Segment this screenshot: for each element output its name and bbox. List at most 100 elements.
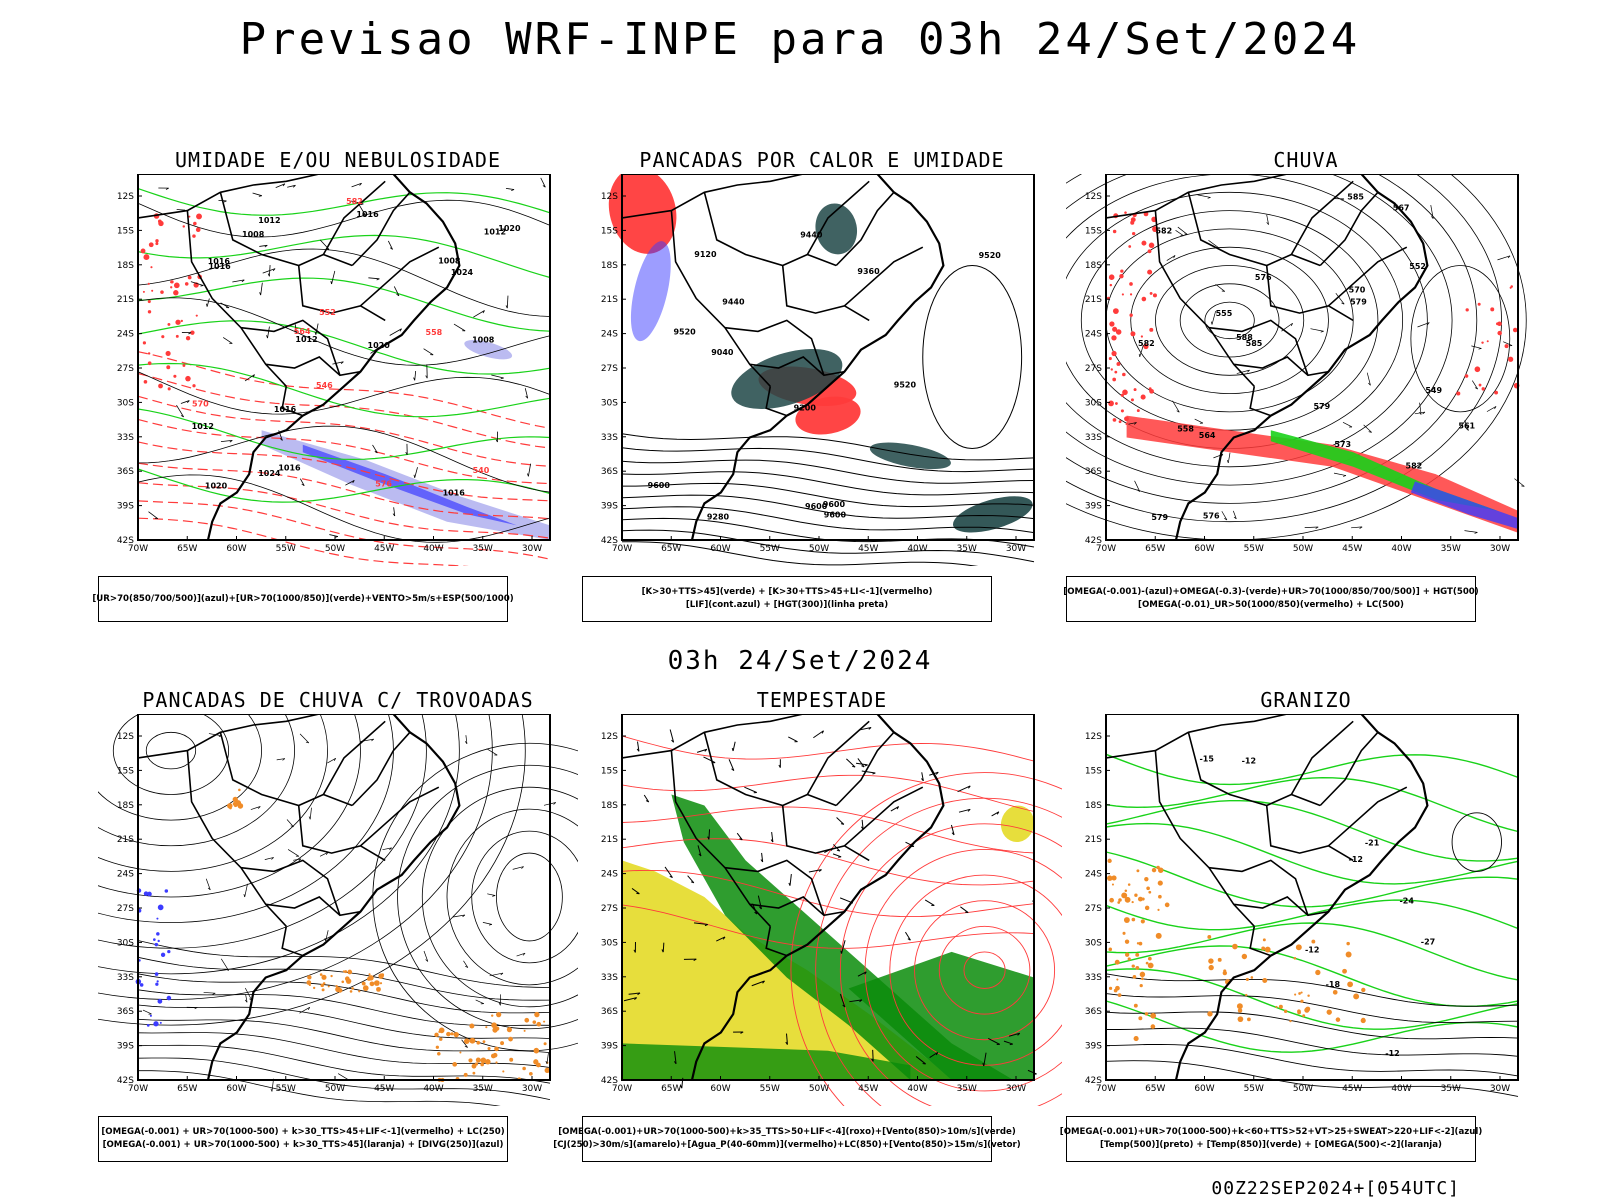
pressure-contour (137, 248, 551, 317)
omega-speck (1346, 941, 1350, 946)
wind-vector (991, 811, 1000, 817)
streamline (446, 808, 578, 986)
thunder-speck (330, 974, 333, 978)
wind-vector (637, 741, 640, 752)
border-line (1319, 731, 1379, 807)
wind-vector-head (186, 400, 190, 404)
stream-arrow-head (492, 895, 496, 897)
lon-label: 65W (661, 544, 681, 554)
omega-speck (1250, 976, 1254, 979)
red-speck (1496, 322, 1499, 326)
border-line (322, 720, 386, 795)
stream-arrow (309, 807, 312, 820)
thunder-speck (492, 1052, 498, 1058)
red-speck (1465, 308, 1469, 312)
streamline (137, 1044, 551, 1084)
wind-vector (696, 748, 708, 753)
temp850-contour (1105, 800, 1519, 862)
omega-speck (1247, 1017, 1251, 1022)
wind-vector-head (413, 377, 416, 381)
omega-speck (1139, 983, 1143, 988)
divergence-speck (154, 942, 159, 947)
stream-arrow-head (1320, 330, 1324, 333)
streamline (496, 852, 563, 942)
map-overlays (1105, 753, 1519, 1097)
border-line (765, 926, 788, 957)
thunder-speck (327, 985, 330, 988)
lon-label: 70W (612, 544, 632, 554)
wind-vector-head (704, 924, 708, 927)
red-speck (1108, 357, 1112, 361)
wind-vector-head (334, 536, 339, 538)
contour-label: 1020 (205, 481, 228, 490)
thunder-speck (450, 1032, 454, 1036)
contour-label: 582 (346, 197, 363, 206)
wind-vector-head (673, 1061, 677, 1065)
lon-label: 45W (374, 1084, 394, 1094)
wind-vector-head (868, 727, 872, 730)
wind-vector-head (634, 997, 637, 1000)
border-line (265, 896, 361, 917)
wind-vector-head (229, 440, 233, 443)
wind-vector-head (935, 1052, 939, 1056)
legend-box: [OMEGA(-0.001) + UR>70(1000-500) + k>30_… (98, 1116, 508, 1162)
red-speck (147, 299, 151, 304)
stream-arrow-head (465, 965, 469, 968)
legend-line-2: [OMEGA(-0.001) + UR>70(1000-500) + k>30_… (102, 1140, 504, 1150)
streamline (1410, 265, 1511, 413)
wind-vector (259, 244, 268, 247)
wind-vector-head (778, 764, 781, 768)
lat-label: 27S (601, 364, 618, 374)
red-speck (187, 275, 192, 280)
wind-vector (331, 270, 336, 285)
lon-label: 40W (423, 544, 443, 554)
wind-vector-head (165, 187, 169, 190)
wind-vector (958, 808, 971, 813)
wind-vector-head (500, 377, 504, 380)
stream-arrow (1266, 214, 1269, 225)
red-speck (158, 220, 164, 227)
lat-label: 33S (1085, 973, 1102, 983)
omega-speck (1297, 1009, 1301, 1013)
border-line (265, 356, 361, 377)
legend-line-2: [CJ(250)>30m/s](amarelo)+[Agua_P(40-60mm… (553, 1140, 1021, 1150)
lat-label: 27S (117, 904, 134, 914)
temp500-contour (1105, 993, 1519, 1024)
legend-box: [OMEGA(-0.001)+UR>70(1000-500)+k>35_TTS>… (553, 1116, 1021, 1162)
lat-label: 39S (117, 502, 134, 512)
red-speck (182, 225, 185, 228)
stream-arrow-head (212, 992, 216, 995)
wind-vector-head (180, 415, 184, 418)
red-speck (1108, 274, 1115, 280)
wind-vector-head (739, 838, 743, 841)
thunder-speck (453, 1031, 459, 1038)
red-speck (1481, 341, 1484, 344)
omega-speck (1131, 917, 1136, 922)
convective-area (608, 174, 677, 254)
rain-heavy (1270, 430, 1498, 511)
contour-label: 555 (1216, 309, 1233, 318)
wind-vector-head (389, 247, 393, 250)
wind-vector (623, 997, 637, 1002)
wind-vector (368, 277, 380, 280)
wind-vector-head (669, 875, 673, 879)
wind-vector (540, 177, 546, 188)
map-frame (621, 714, 1035, 1081)
border-line (806, 180, 870, 255)
lat-label: 27S (1085, 364, 1102, 374)
thunder-speck (378, 973, 384, 979)
contour-label: 564 (1199, 431, 1216, 440)
stream-arrow (512, 866, 524, 870)
red-speck (147, 282, 150, 285)
thunder-speck (459, 1051, 462, 1054)
red-speck (1125, 422, 1128, 426)
omega-speck (1137, 896, 1143, 902)
map-pancadas-calor: 9600960096009600952094409360928092009120… (601, 174, 1035, 566)
red-speck (1148, 242, 1155, 249)
contour-label: 1012 (295, 335, 317, 344)
lon-label: 55W (276, 1084, 296, 1094)
stream-arrow-head (1176, 410, 1180, 413)
stream-arrow (1342, 422, 1353, 428)
wind-vector-head (542, 185, 546, 188)
wind-vector (960, 906, 969, 913)
